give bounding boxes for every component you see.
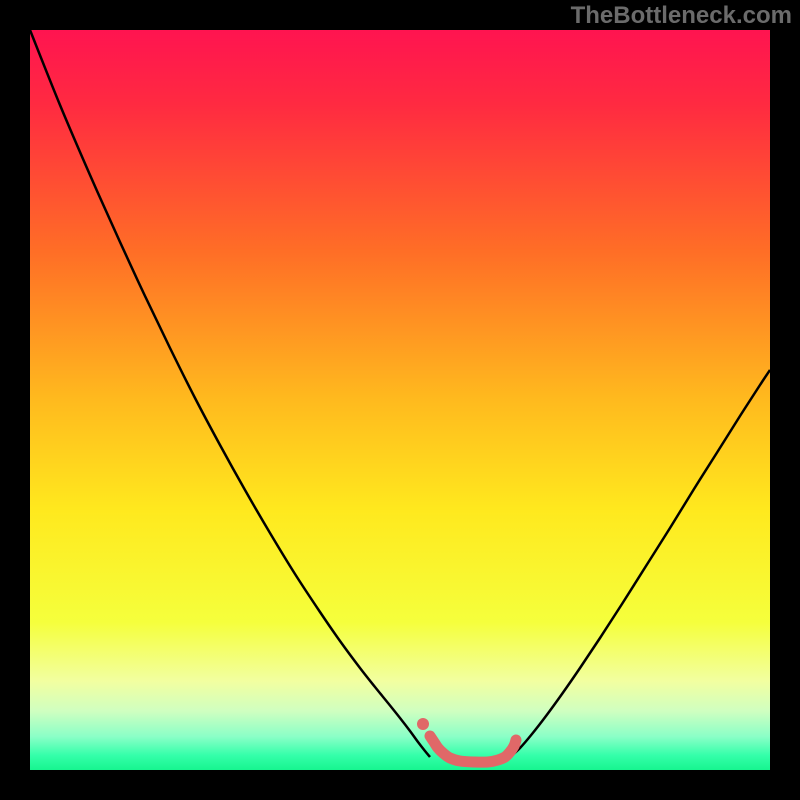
pink-dot xyxy=(417,718,429,730)
watermark-text: TheBottleneck.com xyxy=(571,2,792,30)
chart-container: TheBottleneck.com xyxy=(0,0,800,800)
plot-area xyxy=(30,30,770,770)
left-curve xyxy=(30,30,430,757)
pink-segment xyxy=(430,736,516,762)
curves-layer xyxy=(30,30,770,770)
right-curve xyxy=(510,370,770,757)
